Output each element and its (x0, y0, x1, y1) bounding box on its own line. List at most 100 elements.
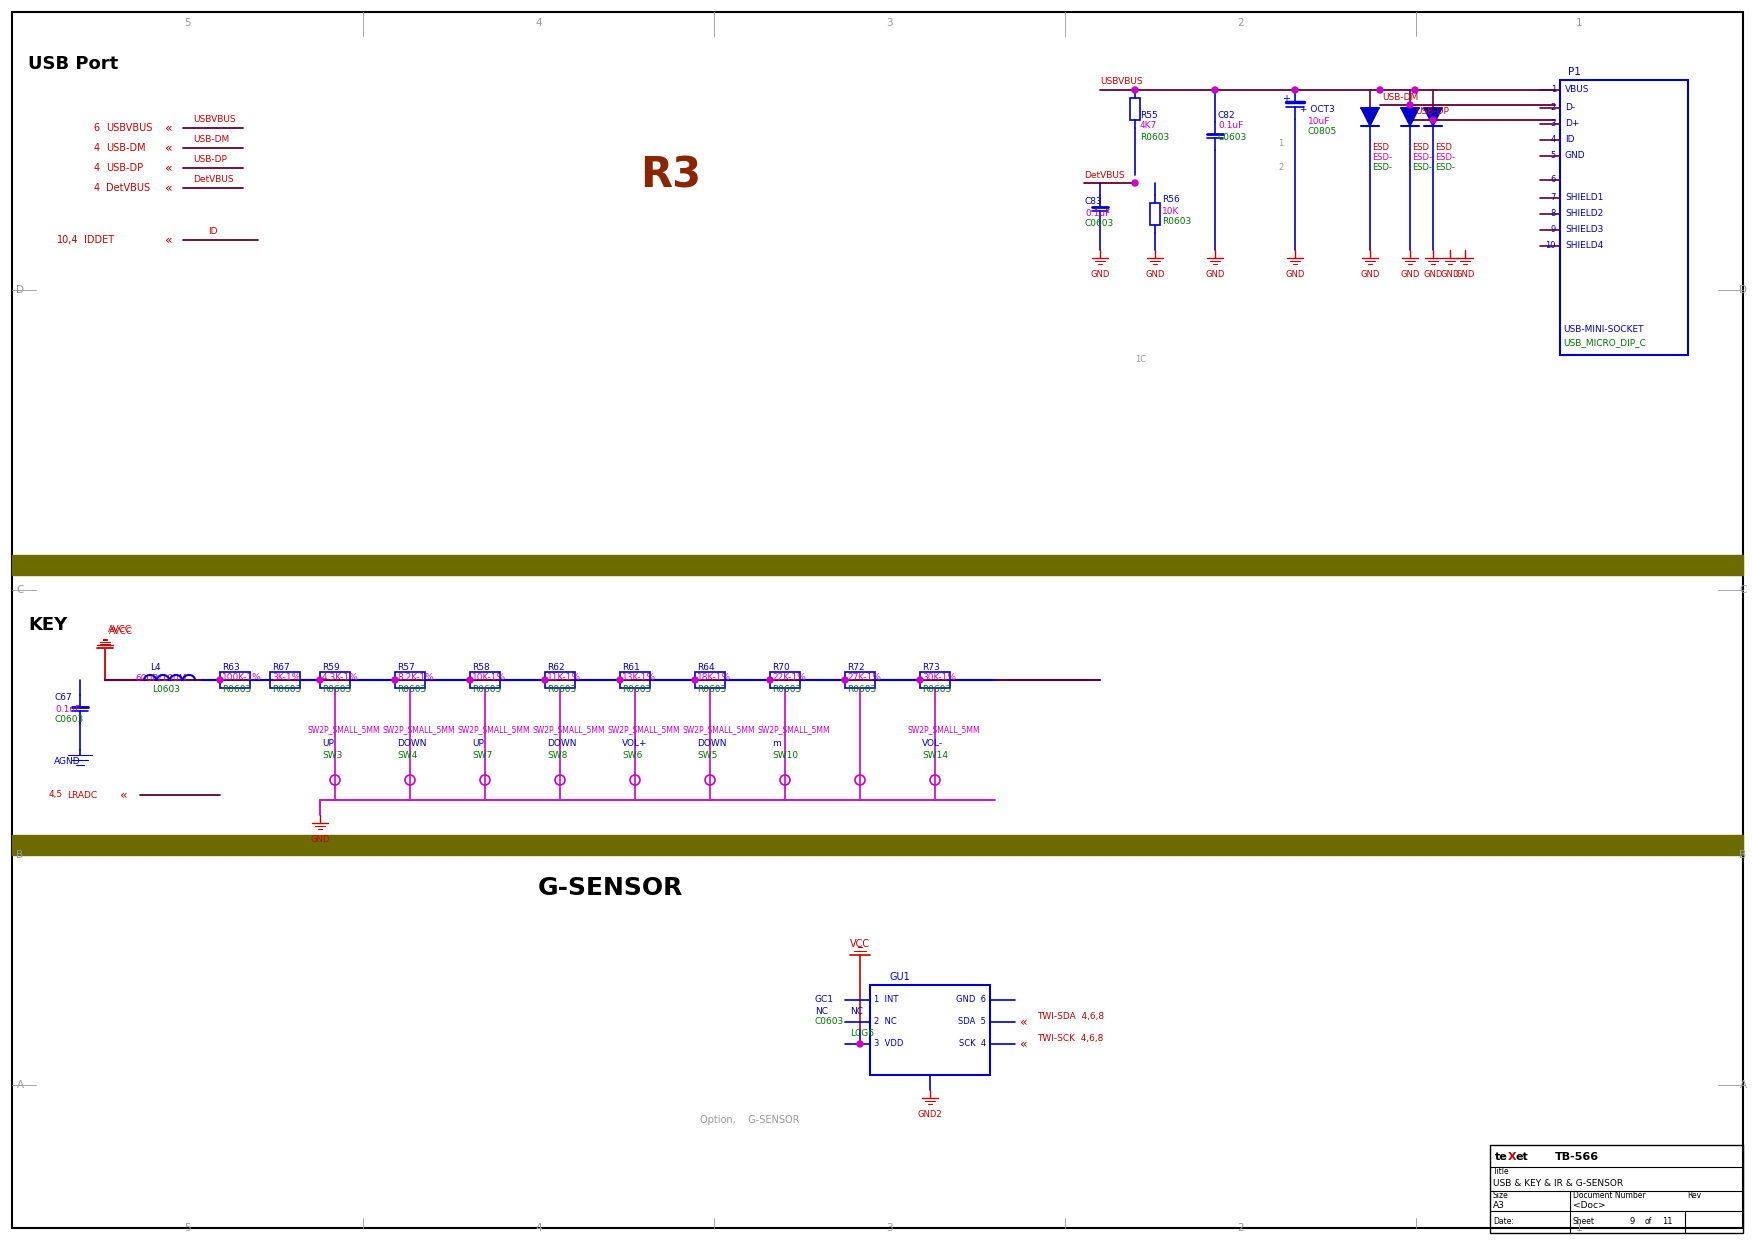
Text: TWI-SCK  4,6,8: TWI-SCK 4,6,8 (1037, 1033, 1104, 1043)
Text: GND: GND (1441, 270, 1460, 279)
Text: 10K-1%: 10K-1% (472, 673, 505, 682)
Text: SW2P_SMALL_5MM: SW2P_SMALL_5MM (758, 725, 830, 734)
Text: SW2P_SMALL_5MM: SW2P_SMALL_5MM (534, 725, 605, 734)
Text: SDA  5: SDA 5 (958, 1018, 986, 1027)
Text: D-: D- (1565, 103, 1576, 113)
Text: USB-DP: USB-DP (193, 155, 226, 165)
Circle shape (1430, 117, 1436, 123)
Text: m: m (772, 739, 781, 748)
Text: GND: GND (1565, 151, 1585, 160)
Text: 4: 4 (1551, 135, 1557, 145)
Bar (546, 672, 576, 688)
Text: 2: 2 (1237, 1223, 1244, 1233)
Text: GC1: GC1 (814, 996, 834, 1004)
Text: 1: 1 (1551, 86, 1557, 94)
Text: GND2: GND2 (918, 1110, 942, 1118)
Text: UP: UP (321, 739, 333, 748)
Text: KEY: KEY (28, 616, 67, 634)
Text: + OCT3: + OCT3 (1300, 105, 1336, 114)
Text: SW14: SW14 (921, 750, 948, 759)
Bar (920, 672, 949, 688)
Circle shape (467, 677, 474, 683)
Text: 11K-1%: 11K-1% (548, 673, 581, 682)
Text: L4: L4 (149, 662, 161, 672)
Bar (1150, 203, 1160, 224)
Text: 1: 1 (1576, 19, 1583, 29)
Text: DOWN: DOWN (397, 739, 426, 748)
Text: NC: NC (849, 1007, 863, 1016)
Text: A3: A3 (1494, 1202, 1504, 1210)
Text: 4K7: 4K7 (1141, 122, 1157, 130)
Text: C67: C67 (54, 693, 72, 703)
Text: ESD-: ESD- (1372, 154, 1392, 162)
Circle shape (691, 677, 698, 683)
Text: Sheet: Sheet (1572, 1216, 1595, 1225)
Text: SW4: SW4 (397, 750, 418, 759)
Text: Size: Size (1494, 1192, 1509, 1200)
Text: 3: 3 (886, 1223, 893, 1233)
Text: Date:: Date: (1494, 1216, 1515, 1225)
Text: 5: 5 (184, 1223, 191, 1233)
Text: SHIELD3: SHIELD3 (1565, 226, 1604, 234)
Bar (319, 672, 349, 688)
Bar (12, 556, 1743, 575)
Text: GND: GND (1146, 270, 1165, 279)
Text: USB & KEY & IR & G-SENSOR: USB & KEY & IR & G-SENSOR (1494, 1178, 1623, 1188)
Text: <Doc>: <Doc> (1572, 1202, 1606, 1210)
Text: GND  6: GND 6 (956, 996, 986, 1004)
Text: 0.1uF: 0.1uF (54, 704, 81, 713)
Text: Option,    G-SENSOR: Option, G-SENSOR (700, 1115, 800, 1125)
Text: R64: R64 (697, 662, 714, 672)
Text: DetVBUS: DetVBUS (1085, 170, 1125, 180)
Circle shape (618, 677, 623, 683)
Text: USBVBUS: USBVBUS (1100, 77, 1143, 87)
Text: R0603: R0603 (621, 684, 651, 693)
Text: R0603: R0603 (221, 684, 251, 693)
Text: UP: UP (472, 739, 484, 748)
Text: SW2P_SMALL_5MM: SW2P_SMALL_5MM (907, 725, 981, 734)
Text: R63: R63 (221, 662, 240, 672)
Text: D: D (1739, 285, 1746, 295)
Text: 1  INT: 1 INT (874, 996, 899, 1004)
Circle shape (1413, 87, 1418, 93)
Text: VCC: VCC (849, 939, 870, 949)
Text: ESD-: ESD- (1413, 154, 1432, 162)
Circle shape (1132, 180, 1137, 186)
Text: C82: C82 (1218, 110, 1236, 119)
Text: TB-566: TB-566 (1555, 1152, 1599, 1162)
Text: GND: GND (1090, 270, 1109, 279)
Bar (1490, 1145, 1743, 1233)
Text: ESD: ESD (1436, 144, 1451, 153)
Text: 6: 6 (93, 123, 100, 133)
Text: USBVBUS: USBVBUS (193, 115, 235, 124)
Bar (844, 672, 876, 688)
Text: R0603: R0603 (548, 684, 576, 693)
Text: GND: GND (1423, 270, 1443, 279)
Text: R0603: R0603 (472, 684, 502, 693)
Bar (219, 672, 249, 688)
Text: D: D (16, 285, 25, 295)
Text: SCK  4: SCK 4 (958, 1039, 986, 1049)
Bar (12, 835, 1743, 856)
Text: C: C (1739, 585, 1746, 595)
Text: 8.2K-1%: 8.2K-1% (397, 673, 433, 682)
Text: R56: R56 (1162, 196, 1179, 205)
Text: SW5: SW5 (697, 750, 718, 759)
Text: USB_MICRO_DIP_C: USB_MICRO_DIP_C (1564, 339, 1646, 347)
Text: «: « (1020, 1016, 1028, 1028)
Text: TWI-SDA  4,6,8: TWI-SDA 4,6,8 (1037, 1012, 1104, 1021)
Text: USB-DM: USB-DM (193, 135, 230, 145)
Text: R72: R72 (848, 662, 865, 672)
Polygon shape (1423, 108, 1443, 126)
Text: R0603: R0603 (397, 684, 426, 693)
Text: SHIELD2: SHIELD2 (1565, 210, 1604, 218)
Circle shape (218, 677, 223, 683)
Text: B: B (16, 849, 23, 861)
Text: 4: 4 (535, 19, 542, 29)
Text: R57: R57 (397, 662, 414, 672)
Text: R55: R55 (1141, 110, 1158, 119)
Text: 2: 2 (1551, 103, 1557, 113)
Text: «: « (1020, 1038, 1028, 1050)
Text: «: « (165, 161, 172, 175)
Text: R0603: R0603 (772, 684, 802, 693)
